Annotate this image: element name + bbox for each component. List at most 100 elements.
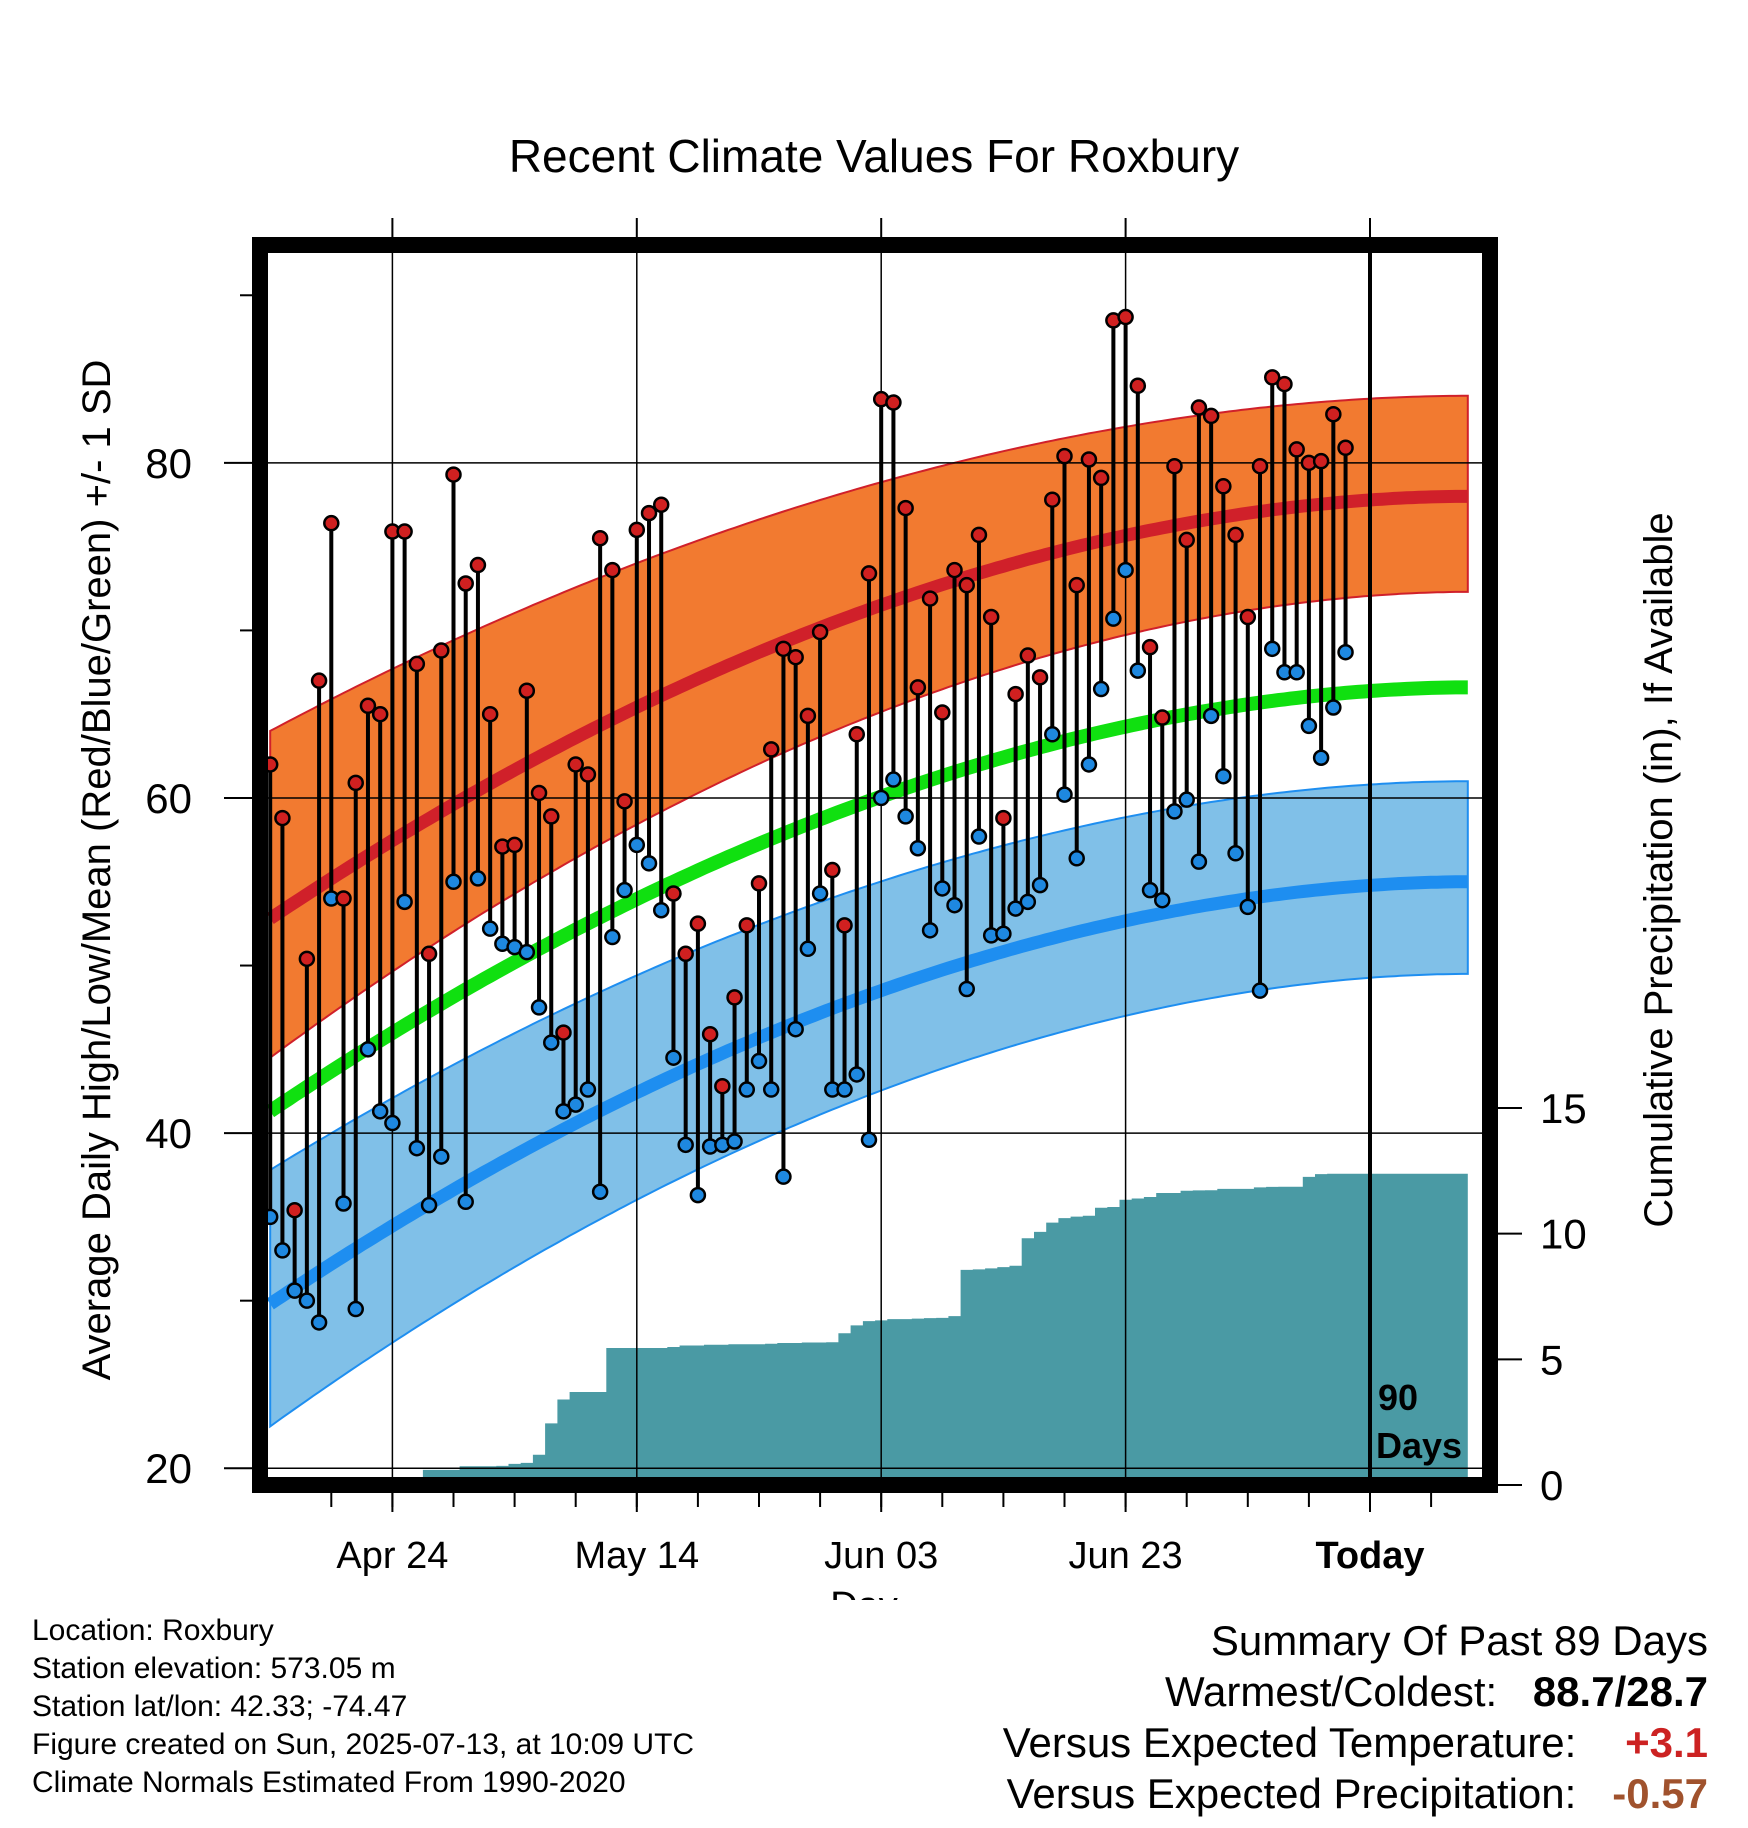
low-point [995, 925, 1012, 942]
low-point [1263, 640, 1281, 658]
high-point [1239, 608, 1257, 626]
high-point [762, 741, 780, 758]
high-sd-band [269, 394, 1469, 1060]
low-sd-band [269, 780, 1469, 1429]
low-point [1227, 845, 1244, 862]
low-point [762, 1081, 780, 1098]
low-point [335, 1195, 352, 1212]
low-point [1031, 876, 1049, 894]
high-point [1019, 647, 1037, 664]
high-point [970, 526, 988, 544]
high-point [909, 679, 927, 696]
low-point [445, 873, 462, 891]
latlon-text: Station lat/lon: 42.33; -74.47 [32, 1690, 408, 1723]
high-point [469, 556, 487, 574]
high-point [1288, 441, 1305, 458]
high-point [836, 917, 853, 934]
low-point [1251, 982, 1269, 999]
high-point [591, 529, 609, 547]
low-point [555, 1103, 572, 1120]
high-point [1117, 308, 1134, 326]
precip-tick-label: 15 [1540, 1085, 1587, 1132]
low-point [286, 1282, 303, 1299]
high-point [1263, 369, 1281, 386]
high-point [628, 521, 646, 539]
high-point [481, 705, 499, 723]
y-axis-label-left: Average Daily High/Low/Mean (Red/Blue/Gr… [75, 360, 119, 1381]
high-point [848, 726, 866, 743]
high-point [567, 756, 584, 773]
low-point [677, 1136, 694, 1154]
low-point [1166, 803, 1183, 820]
high-point [885, 394, 902, 411]
high-point [714, 1077, 731, 1095]
high-point [1080, 451, 1098, 468]
high-point [274, 809, 291, 827]
high-point [799, 707, 817, 725]
warm-cold-value: 88.7/28.7 [1532, 1668, 1708, 1715]
low-point [604, 928, 621, 946]
low-point [266, 1208, 279, 1226]
low-point [885, 771, 902, 788]
low-point [1300, 717, 1318, 735]
low-point [726, 1133, 743, 1150]
plot-frame [252, 237, 1498, 1493]
low-point [1056, 786, 1073, 803]
high-point [775, 640, 792, 658]
high-point [530, 784, 548, 802]
low-point [1068, 850, 1085, 867]
climate-chart: Recent Climate Values For Roxbury Averag… [75, 130, 1681, 1600]
high-point [1202, 407, 1220, 425]
high-point [1337, 439, 1354, 457]
high-point [958, 576, 975, 594]
low-point [628, 836, 646, 854]
low-point [652, 901, 670, 919]
low-point [1325, 699, 1342, 716]
high-point [652, 496, 670, 513]
low-point [371, 1103, 389, 1120]
high-point [995, 809, 1012, 827]
low-point [738, 1081, 756, 1098]
high-point [824, 861, 841, 879]
plot-inner: 90 Days [266, 251, 1484, 1479]
high-point [640, 504, 658, 522]
low-point [848, 1066, 866, 1083]
high-point [396, 523, 413, 540]
summary-panel: Summary Of Past 89 Days Warmest/Coldest:… [1003, 1615, 1708, 1819]
x-tick-label: Jun 23 [1069, 1535, 1183, 1577]
high-point [1154, 709, 1171, 726]
low-point [1154, 891, 1171, 909]
high-point [1044, 491, 1061, 508]
low-point [970, 828, 988, 845]
low-point [958, 980, 975, 998]
high-point [371, 705, 389, 723]
low-point [1190, 853, 1208, 870]
low-point [433, 1148, 450, 1165]
low-point [897, 808, 914, 825]
high-point [946, 561, 963, 579]
x-tick-label: Jun 03 [824, 1535, 938, 1577]
high-point [286, 1201, 303, 1219]
low-point [469, 870, 487, 887]
x-tick-label: Apr 24 [336, 1535, 448, 1577]
low-point [1092, 680, 1110, 698]
high-point [1129, 377, 1147, 395]
precipitation-area [422, 1173, 1468, 1479]
high-point [420, 945, 438, 963]
high-point [579, 766, 597, 783]
low-point [640, 855, 658, 872]
low-point [689, 1186, 707, 1204]
low-point [1044, 726, 1061, 743]
high-point [1215, 478, 1232, 495]
y-axis-label-right: Cumulative Precipitation (in), If Availa… [1637, 512, 1681, 1227]
high-point [1092, 469, 1110, 487]
high-point [408, 655, 426, 673]
precip-label: Versus Expected Precipitation: [1006, 1770, 1577, 1817]
high-point [1056, 447, 1073, 465]
high-point [1227, 526, 1244, 544]
low-point [396, 893, 413, 911]
x-tick-label: Today [1315, 1535, 1424, 1577]
warm-cold-row: Warmest/Coldest: 88.7/28.7 [1003, 1666, 1708, 1717]
y-tick-label: 80 [145, 440, 192, 487]
high-point [616, 793, 633, 810]
